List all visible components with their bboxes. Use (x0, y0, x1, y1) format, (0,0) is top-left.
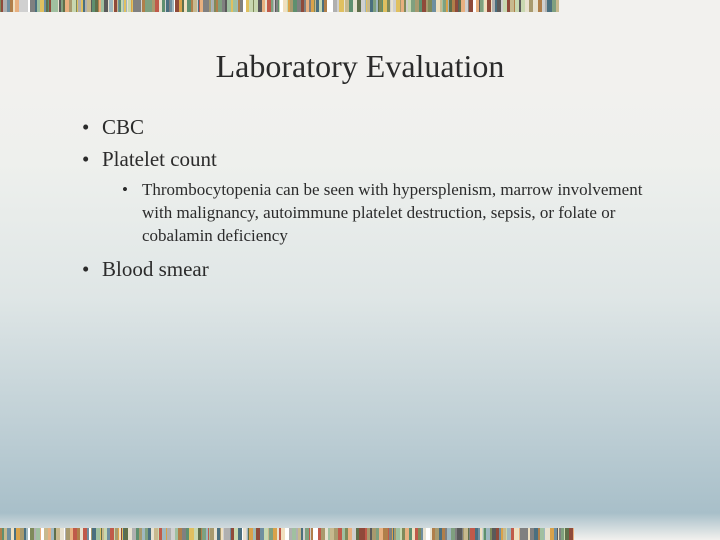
sub-bullet-list: Thrombocytopenia can be seen with hypers… (120, 179, 658, 248)
bullet-text: Platelet count (102, 147, 217, 171)
bullet-item: Blood smear (78, 254, 658, 284)
slide-body: CBC Platelet count Thrombocytopenia can … (78, 112, 658, 286)
bullet-item: CBC (78, 112, 658, 142)
sub-bullet-item: Thrombocytopenia can be seen with hypers… (120, 179, 658, 248)
decorative-barcode-top (0, 0, 720, 12)
slide: Laboratory Evaluation CBC Platelet count… (0, 0, 720, 540)
bullet-list: CBC Platelet count Thrombocytopenia can … (78, 112, 658, 284)
decorative-barcode-bottom (0, 528, 720, 540)
bullet-text: CBC (102, 115, 144, 139)
slide-title: Laboratory Evaluation (0, 48, 720, 85)
bullet-item: Platelet count Thrombocytopenia can be s… (78, 144, 658, 247)
bullet-text: Blood smear (102, 257, 209, 281)
sub-bullet-text: Thrombocytopenia can be seen with hypers… (142, 180, 642, 245)
